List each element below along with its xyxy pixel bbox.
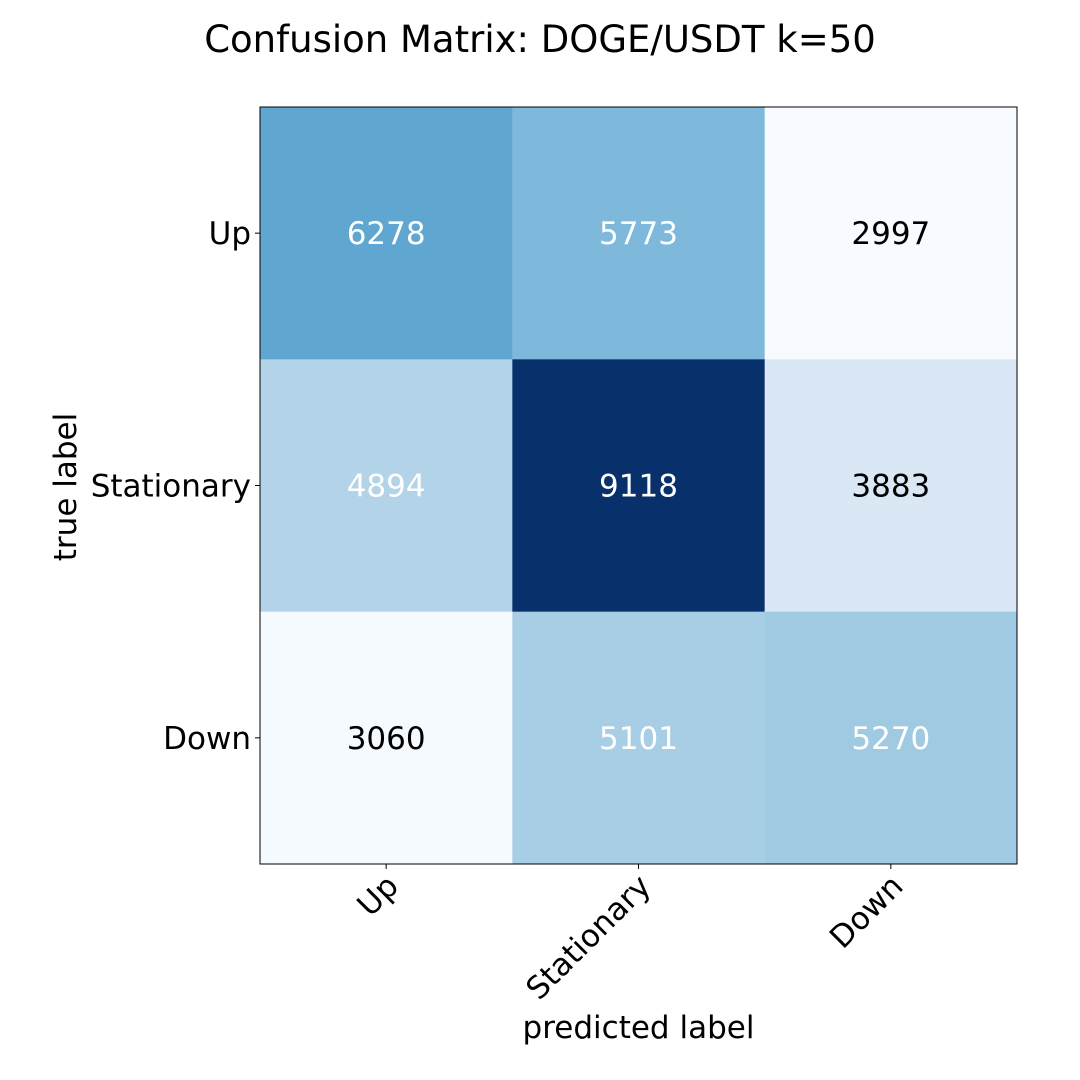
heatmap-cell-r0-c1: [512, 107, 766, 360]
heatmap-cell-r0-c2: [764, 107, 1018, 360]
heatmap-cell-r1-c1: [512, 359, 766, 613]
y-tick-label-1: Stationary: [91, 469, 251, 505]
heatmap-cell-r1-c2: [764, 359, 1018, 613]
cell-value-r2-c1: 5101: [599, 721, 678, 757]
x-tick-label-1: Stationary: [519, 868, 658, 1007]
chart-title: Confusion Matrix: DOGE/USDT k=50: [204, 18, 876, 61]
cell-value-r2-c0: 3060: [347, 721, 426, 757]
y-tick-label-2: Down: [163, 721, 251, 757]
heatmap-cell-r2-c2: [764, 611, 1018, 865]
x-tick-label-0: Up: [350, 868, 405, 923]
y-axis-label: true label: [48, 413, 84, 561]
cell-value-r0-c1: 5773: [599, 216, 678, 252]
cell-value-r0-c2: 2997: [851, 216, 930, 252]
heatmap-cell-r2-c0: [260, 611, 513, 865]
cell-value-r2-c2: 5270: [851, 721, 930, 757]
cell-value-r1-c2: 3883: [851, 469, 930, 505]
heatmap-cell-r0-c0: [260, 107, 513, 360]
heatmap-cell-r1-c0: [260, 359, 513, 613]
cell-value-r1-c1: 9118: [599, 469, 678, 505]
cell-value-r1-c0: 4894: [347, 469, 426, 505]
heatmap-cell-r2-c1: [512, 611, 766, 865]
heatmap-cells: 6278 5773 2997 4894 9118 3883 3060 5101 5270: [260, 107, 1018, 865]
x-axis-label: predicted label: [523, 1010, 755, 1046]
cell-value-r0-c0: 6278: [347, 216, 426, 252]
x-tick-label-2: Down: [823, 868, 911, 956]
y-tick-label-0: Up: [209, 216, 251, 252]
